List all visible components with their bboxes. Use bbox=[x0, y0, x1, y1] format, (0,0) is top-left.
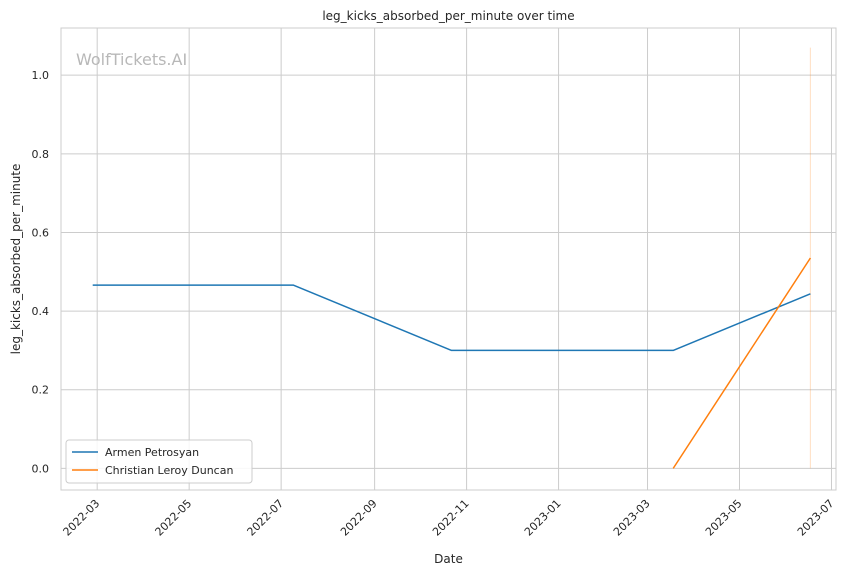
grid bbox=[61, 28, 836, 490]
legend: Armen Petrosyan Christian Leroy Duncan bbox=[65, 439, 253, 484]
y-tick-label: 0.2 bbox=[32, 384, 50, 397]
plot-frame bbox=[60, 27, 837, 491]
series-lines bbox=[92, 257, 812, 469]
x-axis-label: Date bbox=[434, 552, 463, 566]
x-tick-label: 2023-01 bbox=[522, 497, 564, 539]
x-tick-labels: 2022-03 2022-05 2022-07 2022-09 2022-11 2023-… bbox=[61, 497, 837, 539]
x-tick-label: 2023-03 bbox=[611, 497, 653, 539]
x-tick-label: 2022-07 bbox=[245, 497, 287, 539]
x-tick-label: 2023-07 bbox=[795, 497, 837, 539]
chart-title: leg_kicks_absorbed_per_minute over time bbox=[322, 9, 574, 23]
legend-label: Armen Petrosyan bbox=[105, 446, 199, 459]
y-tick-label: 0.0 bbox=[32, 462, 50, 475]
series-line-1 bbox=[92, 284, 811, 352]
y-tick-labels: 0.0 0.2 0.4 0.6 0.8 1.0 bbox=[32, 69, 50, 475]
x-tick-label: 2023-05 bbox=[703, 497, 745, 539]
y-tick-label: 0.4 bbox=[32, 305, 50, 318]
watermark: WolfTickets.AI bbox=[76, 50, 187, 69]
legend-box bbox=[65, 439, 253, 484]
legend-label: Christian Leroy Duncan bbox=[105, 464, 233, 477]
x-tick-label: 2022-09 bbox=[338, 497, 380, 539]
x-tick-label: 2022-11 bbox=[430, 497, 472, 539]
y-tick-label: 0.6 bbox=[32, 226, 50, 239]
y-axis-label: leg_kicks_absorbed_per_minute bbox=[9, 164, 23, 355]
y-tick-label: 0.8 bbox=[32, 148, 50, 161]
x-tick-label: 2022-03 bbox=[61, 497, 103, 539]
series-line-2 bbox=[672, 257, 812, 469]
x-tick-label: 2022-05 bbox=[153, 497, 195, 539]
y-tick-label: 1.0 bbox=[32, 69, 50, 82]
